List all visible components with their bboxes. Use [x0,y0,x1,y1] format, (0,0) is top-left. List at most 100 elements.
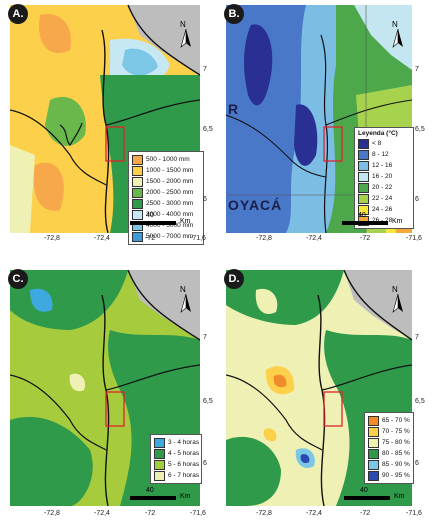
outside-area-a [128,5,200,75]
map-a [10,5,200,233]
panel-c-sunshine-map: C. N 3 - 4 horas 4 - 5 horas 5 - 6 horas… [8,269,202,506]
legend-swatch [358,171,369,182]
x-tick-d-3: -72 [360,510,371,517]
study-area-box-a [105,126,125,162]
x-tick-d-2: -72,4 [306,510,322,517]
legend-swatch [132,165,143,176]
legend-item: 75 - 80 % [368,437,410,448]
legend-text: 85 - 90 % [382,461,410,468]
legend-item: 1000 - 1500 mm [132,165,200,176]
x-tick-c-3: -72 [145,510,156,517]
scale-unit: Km [180,218,191,225]
legend-swatch [154,470,165,481]
north-label: N [180,285,186,294]
legend-text: 5000 - 7000 mm [146,233,194,240]
legend-swatch [154,448,165,459]
panel-a-precipitation-map: A. N 500 - 1000 mm 1000 - 1500 mm 1500 -… [8,4,204,245]
legend-text: 26 - 28 [372,217,393,224]
map-c [10,270,200,506]
x-tick-b-2: -72,4 [306,235,322,242]
scale-bar-c: 40 Km [130,487,200,502]
y-tick-a-7: 7 [203,66,207,73]
scale-bar-a: 40 Km [130,212,200,227]
panel-label-c: C. [8,269,28,289]
legend-item: 80 - 85 % [368,448,410,459]
legend-text: 75 - 80 % [382,439,410,446]
panel-label-d: D. [224,269,244,289]
panel-d-humidity-map: D. N 65 - 70 % 70 - 75 % 75 - 80 % 80 - … [224,269,414,506]
legend-b: Leyenda (°C) < 8 8 - 12 12 - 16 16 - 20 … [354,127,414,229]
legend-item: 5 - 6 horas [154,459,200,470]
place-name-boyaca: OYACÁ [228,197,283,213]
north-arrow-icon: N [176,19,196,49]
scale-value: 40 [358,212,366,219]
legend-text: 500 - 1000 mm [146,156,190,163]
x-tick-b-1: -72,8 [256,235,272,242]
scale-unit: Km [180,493,191,500]
legend-swatch [358,182,369,193]
legend-item: 85 - 90 % [368,459,410,470]
legend-text: 2000 - 2500 mm [146,189,194,196]
legend-item: 22 - 24 [358,193,410,204]
x-tick-b-3: -72 [360,235,371,242]
y-tick-c-6: 6 [203,460,207,467]
y-tick-d-7: 7 [415,334,419,341]
legend-item: 3 - 4 horas [154,437,199,448]
legend-swatch [132,209,143,220]
legend-item: < 8 [358,138,410,149]
legend-text: 1500 - 2000 mm [146,178,194,185]
legend-text: 70 - 75 % [382,428,410,435]
place-name-left: R [228,101,240,117]
legend-item: 70 - 75 % [368,426,410,437]
legend-item: 26 - 28 [358,215,410,226]
north-label: N [392,20,398,29]
y-tick-b-6: 6 [415,196,419,203]
legend-item: 5000 - 7000 mm [132,231,200,242]
scale-bar-b: 40 Km [342,212,412,227]
x-tick-c-1: -72,8 [44,510,60,517]
x-tick-d-4: -71,6 [406,510,422,517]
legend-text: 80 - 85 % [382,450,410,457]
y-tick-b-7: 7 [415,66,419,73]
legend-swatch [368,470,379,481]
y-tick-a-65: 6,5 [203,126,213,133]
outside-area-c [128,270,200,340]
legend-swatch [358,149,369,160]
y-tick-c-65: 6,5 [203,398,213,405]
legend-text: 2500 - 3000 mm [146,200,194,207]
legend-item: 20 - 22 [358,182,410,193]
y-tick-b-65: 6,5 [415,126,425,133]
legend-text: 1000 - 1500 mm [146,167,194,174]
legend-swatch [358,204,369,215]
legend-text: 16 - 20 [372,173,393,180]
study-area-box-d [323,391,343,427]
legend-item: 2000 - 2500 mm [132,187,200,198]
scale-value: 40 [146,487,154,494]
legend-swatch [132,198,143,209]
legend-swatch [368,459,379,470]
legend-swatch [358,138,369,149]
legend-swatch [154,437,165,448]
legend-swatch [132,231,143,242]
legend-text: 4000 - 5000 mm [146,222,194,229]
scale-unit: Km [392,218,403,225]
y-tick-c-7: 7 [203,334,207,341]
scale-value: 40 [146,212,154,219]
study-area-box-c [105,391,125,427]
legend-text: 65 - 70 % [382,417,410,424]
legend-swatch [368,437,379,448]
legend-d: 65 - 70 % 70 - 75 % 75 - 80 % 80 - 85 % … [364,412,414,484]
panel-label-a: A. [8,4,28,24]
legend-swatch [358,193,369,204]
legend-item: 65 - 70 % [368,415,410,426]
legend-text: 5 - 6 horas [168,461,200,468]
x-tick-c-4: -71,6 [190,510,206,517]
legend-a: 500 - 1000 mm 1000 - 1500 mm 1500 - 2000… [128,151,204,245]
legend-swatch [132,176,143,187]
legend-title: Leyenda (°C) [358,130,398,137]
legend-text: < 8 [372,140,382,147]
y-tick-d-65: 6,5 [415,398,425,405]
legend-text: 12 - 16 [372,162,393,169]
north-label: N [180,20,186,29]
y-tick-d-6: 6 [415,460,419,467]
